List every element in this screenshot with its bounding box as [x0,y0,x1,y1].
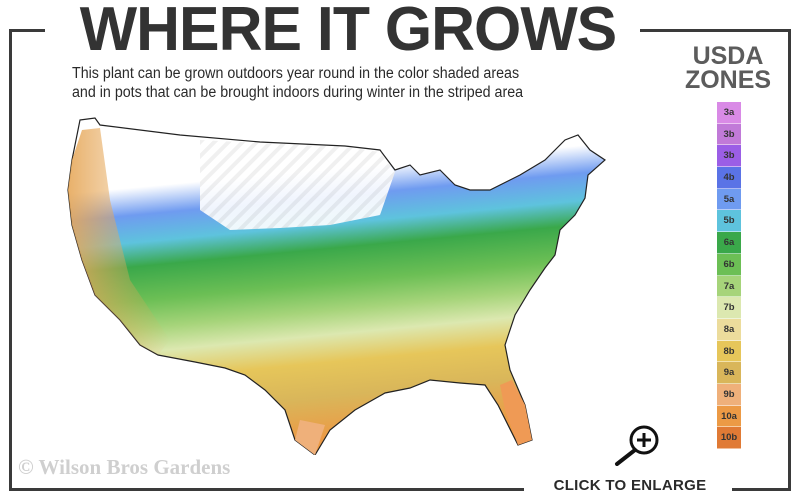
frame-left [9,29,12,491]
frame-bottom-right [732,488,791,491]
frame-right [788,29,791,491]
striped-northern-area [200,140,395,230]
legend-zone-7a: 7a [717,275,741,298]
legend-zone-8b: 8b [717,340,741,363]
legend-zone-4b: 4b [717,167,741,189]
frame-top-right [640,29,791,32]
copyright-watermark: © Wilson Bros Gardens [18,455,231,479]
west-coast-warm-zones [68,128,170,355]
legend-zone-8a: 8a [717,318,741,341]
legend-title: USDA ZONES [670,42,786,94]
legend-zone-6a: 6a [717,232,741,254]
frame-top-left [9,29,45,32]
legend-zone-3a: 3a [717,102,741,124]
legend-zone-5a: 5a [717,188,741,211]
legend-zone-6b: 6b [717,253,741,276]
page-title: WHERE IT GROWS [79,0,617,64]
frame-bottom-left [9,488,524,491]
subtitle-line-1: This plant can be grown outdoors year ro… [72,65,520,82]
legend-zone-9b: 9b [717,383,741,406]
florida-warm-zone [500,380,532,445]
magnifier-plus-icon[interactable] [608,422,664,466]
legend-zone-10a: 10a [717,405,741,428]
legend-zone-5b: 5b [717,210,741,233]
legend-zone-7b: 7b [717,297,741,319]
subtitle-line-2: and in pots that can be brought indoors … [72,84,524,101]
legend-zone-3b: 3b [717,145,741,168]
us-hardiness-zone-map[interactable] [60,110,620,455]
legend-zone-9a: 9a [717,362,741,384]
legend-zone-3b: 3b [717,123,741,146]
legend-zone-10b: 10b [717,427,741,449]
subtitle: This plant can be grown outdoors year ro… [72,64,606,102]
click-to-enlarge-button[interactable]: CLICK TO ENLARGE [553,477,707,494]
legend-title-line-2: ZONES [684,66,772,94]
texas-south-zone [295,420,325,455]
zone-legend: 3a 3b 3b 4b 5a 5b 6a 6b 7a 7b 8a 8b 9a 9b 10a 10b [717,102,741,449]
legend-title-line-1: USDA [692,42,764,70]
